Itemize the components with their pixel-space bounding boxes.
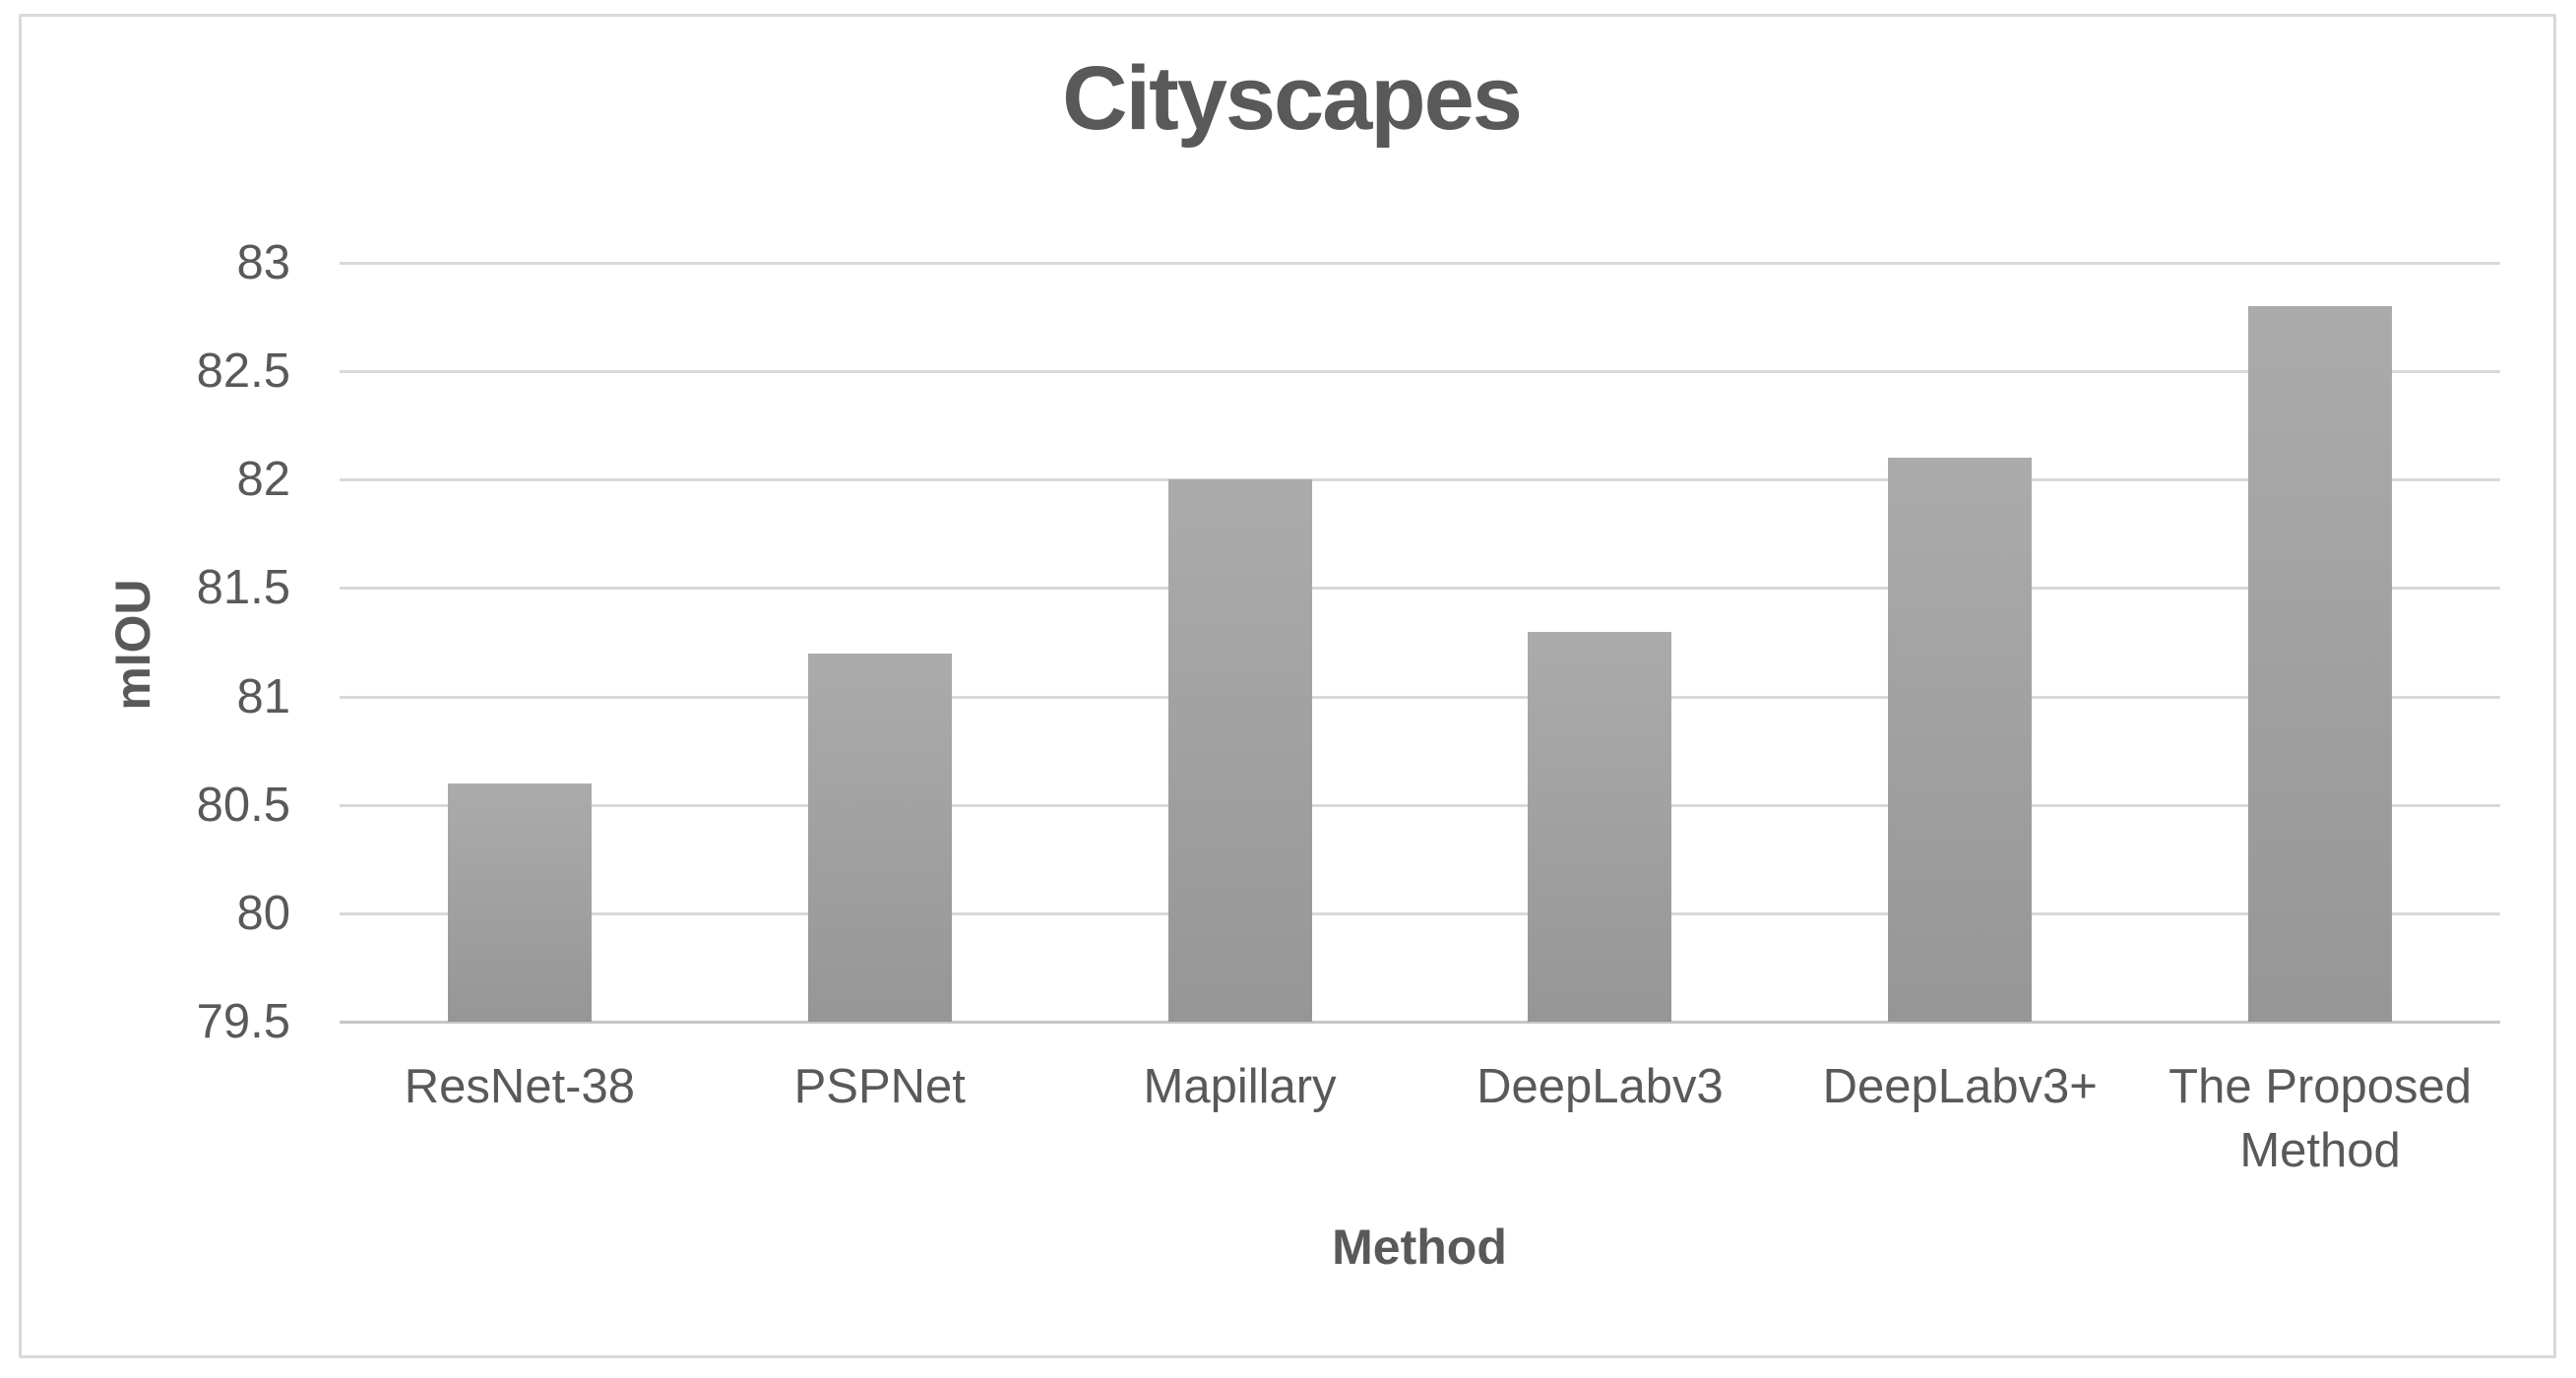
chart-title: Cityscapes: [1062, 48, 1523, 149]
bar-deeplabv3+: [1888, 458, 2033, 1022]
gridline-y-80.5: [340, 803, 2500, 807]
x-category-label-3: Mapillary: [1143, 1060, 1337, 1113]
y-tick-label-81: 81: [236, 669, 290, 723]
x-category-label-6: The Proposed Method: [2168, 1060, 2472, 1177]
bar-resnet-38: [447, 783, 592, 1022]
gridline-y-81.5: [340, 587, 2500, 591]
plot-area: [340, 262, 2500, 1024]
x-category-label-2: PSPNet: [793, 1060, 966, 1113]
x-category-label-5: DeepLabv3+: [1822, 1060, 2098, 1113]
bar-slot-5: [1780, 263, 2140, 1022]
y-tick-label-80.5: 80.5: [196, 778, 290, 832]
y-tick-label-80: 80: [236, 886, 290, 940]
x-category-label-1: ResNet-38: [404, 1060, 636, 1113]
bar-slot-3: [1060, 263, 1420, 1022]
y-tick-label-82.5: 82.5: [196, 344, 290, 399]
gridline-y-83: [340, 262, 2500, 265]
gridline-y-80: [340, 911, 2500, 915]
bar-slot-2: [700, 263, 1060, 1022]
y-tick-label-82: 82: [236, 453, 290, 507]
y-tick-label-83: 83: [236, 236, 290, 289]
gridline-y-82.5: [340, 370, 2500, 374]
bar-slot-1: [340, 263, 700, 1022]
gridline-y-81: [340, 695, 2500, 699]
bar-pspnet: [807, 653, 952, 1022]
bar-slot-4: [1420, 263, 1781, 1022]
y-tick-label-81.5: 81.5: [196, 561, 290, 615]
bar-slot-6: [2140, 263, 2500, 1022]
x-axis-title: Method: [1332, 1220, 1507, 1275]
gridline-y-82: [340, 478, 2500, 482]
x-category-label-4: DeepLabv3: [1476, 1060, 1724, 1113]
y-tick-label-79.5: 79.5: [196, 995, 290, 1048]
bar-deeplabv3: [1528, 631, 1672, 1022]
bar-mapillary: [1167, 479, 1312, 1022]
x-axis-baseline: [340, 1021, 2500, 1024]
bar-the-proposed-method: [2248, 306, 2393, 1022]
